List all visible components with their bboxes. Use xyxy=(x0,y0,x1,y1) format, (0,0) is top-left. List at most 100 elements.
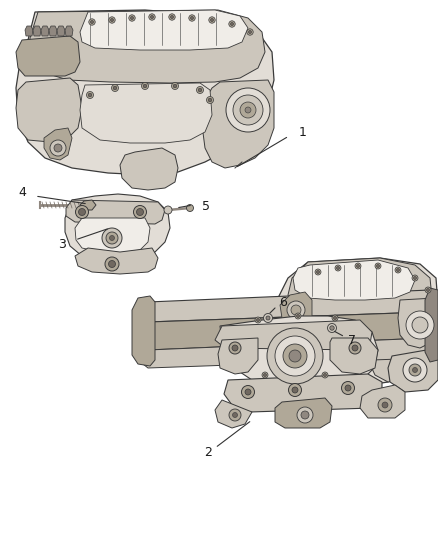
Circle shape xyxy=(229,409,241,421)
Circle shape xyxy=(173,84,177,88)
Polygon shape xyxy=(41,26,49,36)
Circle shape xyxy=(287,301,305,319)
Polygon shape xyxy=(224,374,382,412)
Text: 2: 2 xyxy=(204,446,212,458)
Polygon shape xyxy=(80,200,96,210)
Circle shape xyxy=(197,86,204,93)
Polygon shape xyxy=(288,258,432,318)
Polygon shape xyxy=(80,10,248,50)
Circle shape xyxy=(289,384,301,397)
Circle shape xyxy=(248,30,251,34)
Polygon shape xyxy=(288,308,365,352)
Circle shape xyxy=(257,319,259,321)
Circle shape xyxy=(105,257,119,271)
Circle shape xyxy=(245,389,251,395)
Circle shape xyxy=(110,236,114,240)
Text: 7: 7 xyxy=(348,334,356,346)
Polygon shape xyxy=(33,26,41,36)
Circle shape xyxy=(292,387,298,393)
Circle shape xyxy=(297,407,313,423)
Polygon shape xyxy=(16,10,274,175)
Polygon shape xyxy=(66,200,165,224)
Polygon shape xyxy=(202,80,274,168)
Circle shape xyxy=(106,232,118,244)
Circle shape xyxy=(267,328,323,384)
Circle shape xyxy=(134,206,146,219)
Circle shape xyxy=(233,413,237,417)
Circle shape xyxy=(230,22,233,26)
Circle shape xyxy=(232,345,238,351)
Polygon shape xyxy=(368,298,435,382)
Circle shape xyxy=(275,336,315,376)
Circle shape xyxy=(322,372,328,378)
Circle shape xyxy=(211,19,213,21)
Circle shape xyxy=(315,269,321,275)
Polygon shape xyxy=(25,26,33,36)
Circle shape xyxy=(187,205,194,212)
Circle shape xyxy=(75,206,88,219)
Circle shape xyxy=(191,17,194,20)
Circle shape xyxy=(129,15,135,21)
Text: 5: 5 xyxy=(202,200,210,214)
Polygon shape xyxy=(138,312,438,350)
Text: 6: 6 xyxy=(279,295,287,309)
Circle shape xyxy=(357,264,360,268)
Polygon shape xyxy=(360,385,405,418)
Circle shape xyxy=(50,140,66,156)
Circle shape xyxy=(137,208,144,215)
Circle shape xyxy=(333,317,336,319)
Polygon shape xyxy=(280,292,312,325)
Polygon shape xyxy=(138,338,438,368)
Circle shape xyxy=(291,305,301,315)
Circle shape xyxy=(355,263,361,269)
Circle shape xyxy=(113,86,117,90)
Circle shape xyxy=(226,88,270,132)
Circle shape xyxy=(245,107,251,113)
Circle shape xyxy=(141,83,148,90)
Circle shape xyxy=(198,88,202,92)
Polygon shape xyxy=(215,400,252,428)
Circle shape xyxy=(240,102,256,118)
Circle shape xyxy=(352,345,358,351)
Circle shape xyxy=(266,316,270,320)
Polygon shape xyxy=(132,296,155,366)
Polygon shape xyxy=(57,26,65,36)
Polygon shape xyxy=(218,338,258,374)
Circle shape xyxy=(109,261,116,268)
Circle shape xyxy=(342,382,354,394)
Polygon shape xyxy=(44,128,72,160)
Circle shape xyxy=(403,358,427,382)
Polygon shape xyxy=(388,348,438,392)
Text: 4: 4 xyxy=(18,187,26,199)
Polygon shape xyxy=(140,290,438,322)
Polygon shape xyxy=(30,10,265,83)
Circle shape xyxy=(328,324,336,333)
Circle shape xyxy=(164,206,172,214)
Circle shape xyxy=(206,96,213,103)
Circle shape xyxy=(264,313,272,322)
Circle shape xyxy=(233,95,263,125)
Circle shape xyxy=(413,277,417,279)
Circle shape xyxy=(208,98,212,102)
Polygon shape xyxy=(220,316,378,394)
Circle shape xyxy=(264,374,266,376)
Circle shape xyxy=(335,265,341,271)
Circle shape xyxy=(317,271,319,273)
Text: 1: 1 xyxy=(299,126,307,140)
Circle shape xyxy=(54,144,62,152)
Circle shape xyxy=(170,15,173,19)
Circle shape xyxy=(229,21,235,27)
Polygon shape xyxy=(293,260,415,300)
Circle shape xyxy=(131,17,134,20)
Circle shape xyxy=(229,342,241,354)
Circle shape xyxy=(172,83,179,90)
Circle shape xyxy=(86,92,93,99)
Polygon shape xyxy=(215,320,372,350)
Circle shape xyxy=(88,93,92,97)
Circle shape xyxy=(378,398,392,412)
Circle shape xyxy=(247,29,253,35)
Polygon shape xyxy=(275,398,332,428)
Circle shape xyxy=(78,208,85,215)
Text: 3: 3 xyxy=(58,238,66,252)
Circle shape xyxy=(301,411,309,419)
